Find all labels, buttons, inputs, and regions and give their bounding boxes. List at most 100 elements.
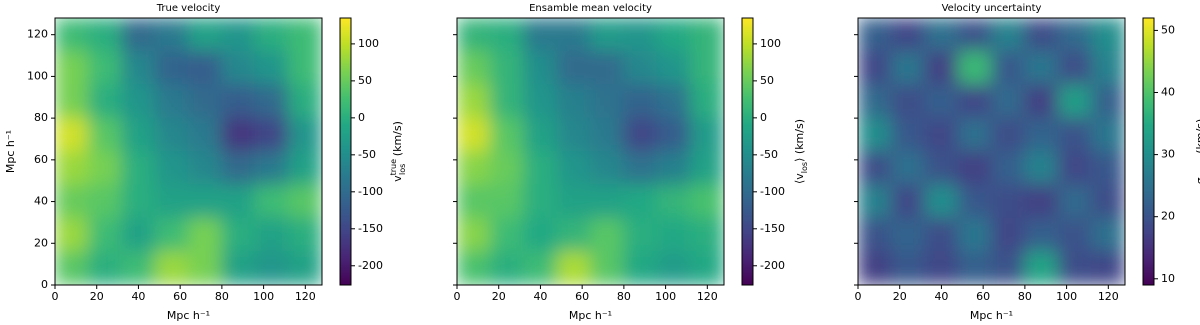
cell <box>690 217 724 253</box>
colorbar-tick-label: 30 <box>1161 148 1175 161</box>
cell <box>957 50 992 86</box>
x-tick-label: 40 <box>533 290 547 303</box>
colorbar-tick-label: 0 <box>760 111 767 124</box>
cell <box>1024 117 1059 152</box>
cell <box>991 18 1026 52</box>
cell <box>656 184 692 219</box>
cell <box>858 184 892 219</box>
x-tick-label: 60 <box>173 290 187 303</box>
cell <box>121 84 156 119</box>
cell <box>254 50 290 86</box>
cell <box>690 84 724 119</box>
cell <box>957 151 992 186</box>
y-tick-label: 0 <box>41 278 48 291</box>
label-main: v <box>391 175 404 182</box>
cell <box>457 184 491 219</box>
x-tick-label: 80 <box>1018 290 1032 303</box>
cell <box>623 151 658 186</box>
colorbar-tick-label: -150 <box>760 222 785 235</box>
cell <box>523 117 558 152</box>
cell <box>623 18 658 52</box>
x-tick-label: 0 <box>454 290 461 303</box>
cell <box>690 50 724 86</box>
cell <box>254 18 290 52</box>
cell <box>87 217 123 253</box>
cell <box>523 18 558 52</box>
cell <box>556 117 591 152</box>
cell <box>457 251 491 285</box>
cell <box>254 117 290 152</box>
cell <box>221 18 256 52</box>
cell <box>858 50 892 86</box>
cell <box>121 117 156 152</box>
cell <box>991 117 1026 152</box>
cell <box>221 251 256 285</box>
cell <box>121 151 156 186</box>
cell <box>221 50 256 86</box>
cell <box>523 50 558 86</box>
plot-frame <box>857 17 1126 286</box>
cell <box>690 117 724 152</box>
cell <box>623 184 658 219</box>
cell <box>590 18 625 52</box>
cell <box>924 217 959 253</box>
cell <box>1057 217 1093 253</box>
cell <box>890 50 926 86</box>
colorbar-tick-label: 10 <box>1161 272 1175 285</box>
colorbar-tick-label: -200 <box>358 259 383 272</box>
cell <box>1091 251 1125 285</box>
cell <box>556 217 591 253</box>
cell <box>87 251 123 285</box>
cell <box>858 151 892 186</box>
cell <box>690 18 724 52</box>
colorbar-tick-label: 0 <box>358 111 365 124</box>
cell <box>457 117 491 152</box>
cell <box>590 117 625 152</box>
cell <box>221 151 256 186</box>
x-tick-label: 100 <box>1056 290 1077 303</box>
cell <box>55 251 89 285</box>
cell <box>154 18 189 52</box>
heatmap-cells <box>858 18 1125 285</box>
cell <box>858 117 892 152</box>
cell <box>991 151 1026 186</box>
cell <box>288 50 322 86</box>
cell <box>87 184 123 219</box>
cell <box>1057 117 1093 152</box>
cell <box>556 151 591 186</box>
heatmap <box>55 18 322 285</box>
cell <box>288 117 322 152</box>
x-tick-label: 80 <box>617 290 631 303</box>
plot-frame <box>456 17 725 286</box>
cell <box>154 151 189 186</box>
cell <box>55 184 89 219</box>
x-tick-label: 40 <box>934 290 948 303</box>
y-tick-label: 40 <box>34 195 48 208</box>
cell <box>991 251 1026 285</box>
cell <box>656 50 692 86</box>
cell <box>858 84 892 119</box>
cell <box>590 251 625 285</box>
cell <box>924 50 959 86</box>
cell <box>1091 184 1125 219</box>
colorbar-tick-label: -150 <box>358 222 383 235</box>
cell <box>991 184 1026 219</box>
cell <box>457 217 491 253</box>
cell <box>556 184 591 219</box>
heatmap <box>858 18 1125 285</box>
cell <box>656 151 692 186</box>
cell <box>1057 18 1093 52</box>
cell <box>1024 50 1059 86</box>
cell <box>254 251 290 285</box>
colorbar-tick-label: 50 <box>358 74 372 87</box>
colorbar-tick-label: 100 <box>358 37 379 50</box>
label-main: σ <box>1194 177 1200 184</box>
cell <box>55 151 89 186</box>
cell <box>957 184 992 219</box>
heatmap <box>457 18 724 285</box>
x-tick-label: 20 <box>492 290 506 303</box>
cell <box>623 117 658 152</box>
heatmap-cells <box>457 18 724 285</box>
cell <box>1057 151 1093 186</box>
colorbar-tick-label: -200 <box>760 259 785 272</box>
